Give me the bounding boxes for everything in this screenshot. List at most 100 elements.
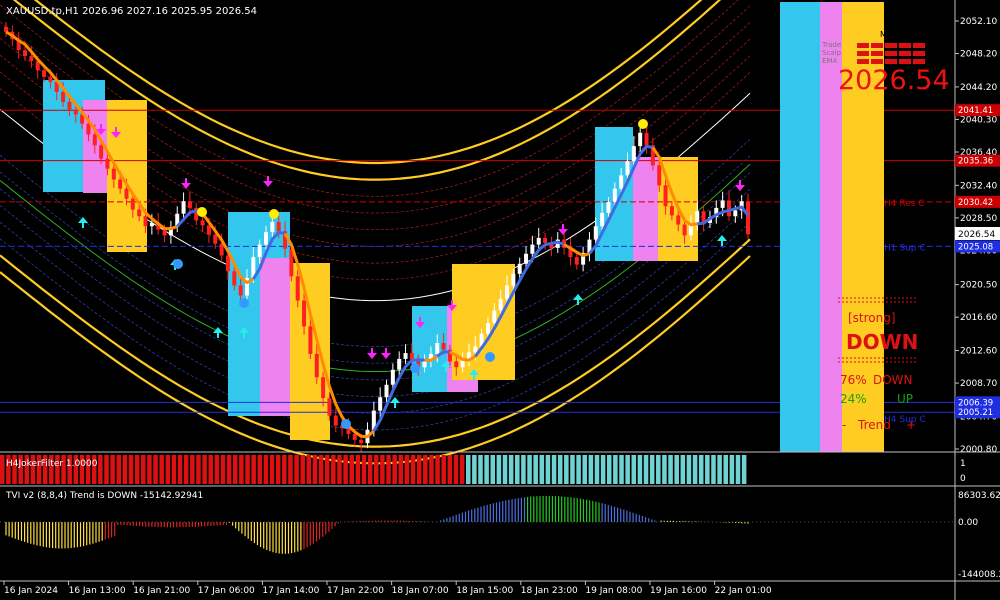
signal-cell — [885, 43, 897, 48]
dashboard-row-label: Scalp — [822, 49, 842, 57]
joker-bar — [680, 455, 686, 484]
price-axis[interactable]: 2052.10 2048.20 2044.20 2040.30 2036.40 2032.… — [954, 0, 1000, 600]
candle-body — [543, 237, 548, 243]
time-tick-label: 18 Jan 23:00 — [521, 586, 578, 596]
candle-body — [549, 242, 554, 248]
candle-body — [327, 398, 332, 416]
joker-bar — [239, 455, 244, 484]
dashboard-row-label: Trade — [821, 41, 841, 49]
joker-bar — [12, 455, 17, 484]
ma-down-segment — [651, 146, 698, 227]
candle-body — [631, 146, 636, 162]
time-axis[interactable]: 16 Jan 2024 16 Jan 13:00 16 Jan 21:00 17 Ja… — [0, 580, 1000, 596]
candle-body — [435, 343, 440, 354]
lower-band — [0, 205, 751, 414]
indicator-tvi[interactable]: TVI v2 (8,8,4) Trend is DOWN -15142.9294… — [0, 491, 1000, 580]
candle-body — [663, 185, 668, 207]
ma-up-segment — [588, 144, 654, 255]
candle-body — [682, 224, 687, 236]
candle-body — [593, 226, 598, 240]
joker-bar — [73, 455, 79, 484]
joker-bar — [441, 455, 446, 484]
joker-bar — [349, 455, 355, 484]
candle-body — [695, 211, 700, 224]
ma-down-segment — [5, 30, 178, 231]
candle-body — [416, 359, 421, 368]
joker-bar — [208, 455, 213, 484]
candle-body — [422, 360, 427, 368]
ma-down-segment — [424, 354, 439, 362]
stripe-pink — [820, 2, 842, 452]
joker-bar — [275, 455, 281, 484]
upper-band — [33, 0, 703, 165]
candle-body — [397, 358, 402, 370]
joker-bar — [42, 455, 48, 484]
candle-body — [194, 207, 199, 221]
price-tick-label: 2036.40 — [960, 148, 997, 158]
candle-body — [333, 415, 338, 426]
dashboard-row-label: EMA — [822, 57, 837, 65]
blue-dot-signal — [485, 352, 495, 362]
green-ma — [0, 163, 751, 372]
joker-bar — [190, 455, 195, 484]
candle-body — [378, 397, 383, 411]
time-tick-label: 18 Jan 15:00 — [456, 586, 513, 596]
joker-bar — [508, 455, 514, 484]
joker-bar — [576, 455, 581, 484]
joker-bar — [183, 455, 189, 484]
joker-bar — [711, 455, 716, 484]
candle-body — [524, 253, 529, 264]
joker-tick-0: 0 — [960, 474, 966, 484]
joker-bar — [545, 455, 551, 484]
signal-cell — [885, 59, 897, 64]
joker-bar — [245, 455, 250, 484]
time-tick-label: 18 Jan 07:00 — [392, 586, 449, 596]
joker-bar — [24, 455, 30, 484]
candle-body — [473, 346, 478, 353]
candle-body — [479, 333, 484, 347]
up-percent: 24% — [840, 392, 867, 406]
price-tick-label: 2016.60 — [960, 313, 997, 323]
indicator-joker-filter[interactable]: H4JokerFilter 1.0000 1 0 — [0, 451, 1000, 487]
joker-bar — [128, 455, 134, 484]
time-tick-label: 16 Jan 21:00 — [133, 586, 190, 596]
lower-band — [0, 222, 751, 431]
candle-body — [289, 248, 294, 277]
candle-body — [143, 216, 148, 227]
candle-body — [720, 200, 725, 208]
joker-bar — [165, 455, 171, 484]
joker-bar — [588, 455, 594, 484]
joker-bar — [447, 455, 453, 484]
joker-bar — [331, 455, 336, 484]
signal-cell — [899, 59, 911, 64]
strong-label: [strong] — [848, 311, 896, 325]
blue-dot-signal — [239, 298, 249, 308]
joker-bar — [226, 455, 232, 484]
joker-bar — [324, 455, 330, 484]
joker-bar — [600, 455, 606, 484]
zone-pink — [260, 258, 290, 416]
blue-dot-signal — [173, 259, 183, 269]
candle-body — [149, 222, 154, 227]
candle-body — [746, 201, 750, 235]
candle-body — [714, 207, 719, 218]
joker-bar — [674, 455, 679, 484]
candle-body — [600, 212, 605, 227]
candle-body — [181, 201, 186, 214]
timeframe-label: D1 — [924, 30, 935, 39]
candle-body — [638, 132, 643, 147]
candle-body — [403, 353, 408, 359]
candle-body — [650, 145, 655, 166]
joker-bar — [269, 455, 275, 484]
tvi-histogram — [5, 495, 749, 554]
joker-bar — [355, 455, 361, 484]
trend-minus: - — [842, 418, 846, 432]
candle-body — [111, 168, 116, 180]
joker-bar — [36, 455, 42, 484]
candle-body — [80, 114, 85, 124]
candle-body — [137, 209, 142, 217]
joker-bar — [459, 455, 465, 484]
signal-cell — [871, 59, 883, 64]
